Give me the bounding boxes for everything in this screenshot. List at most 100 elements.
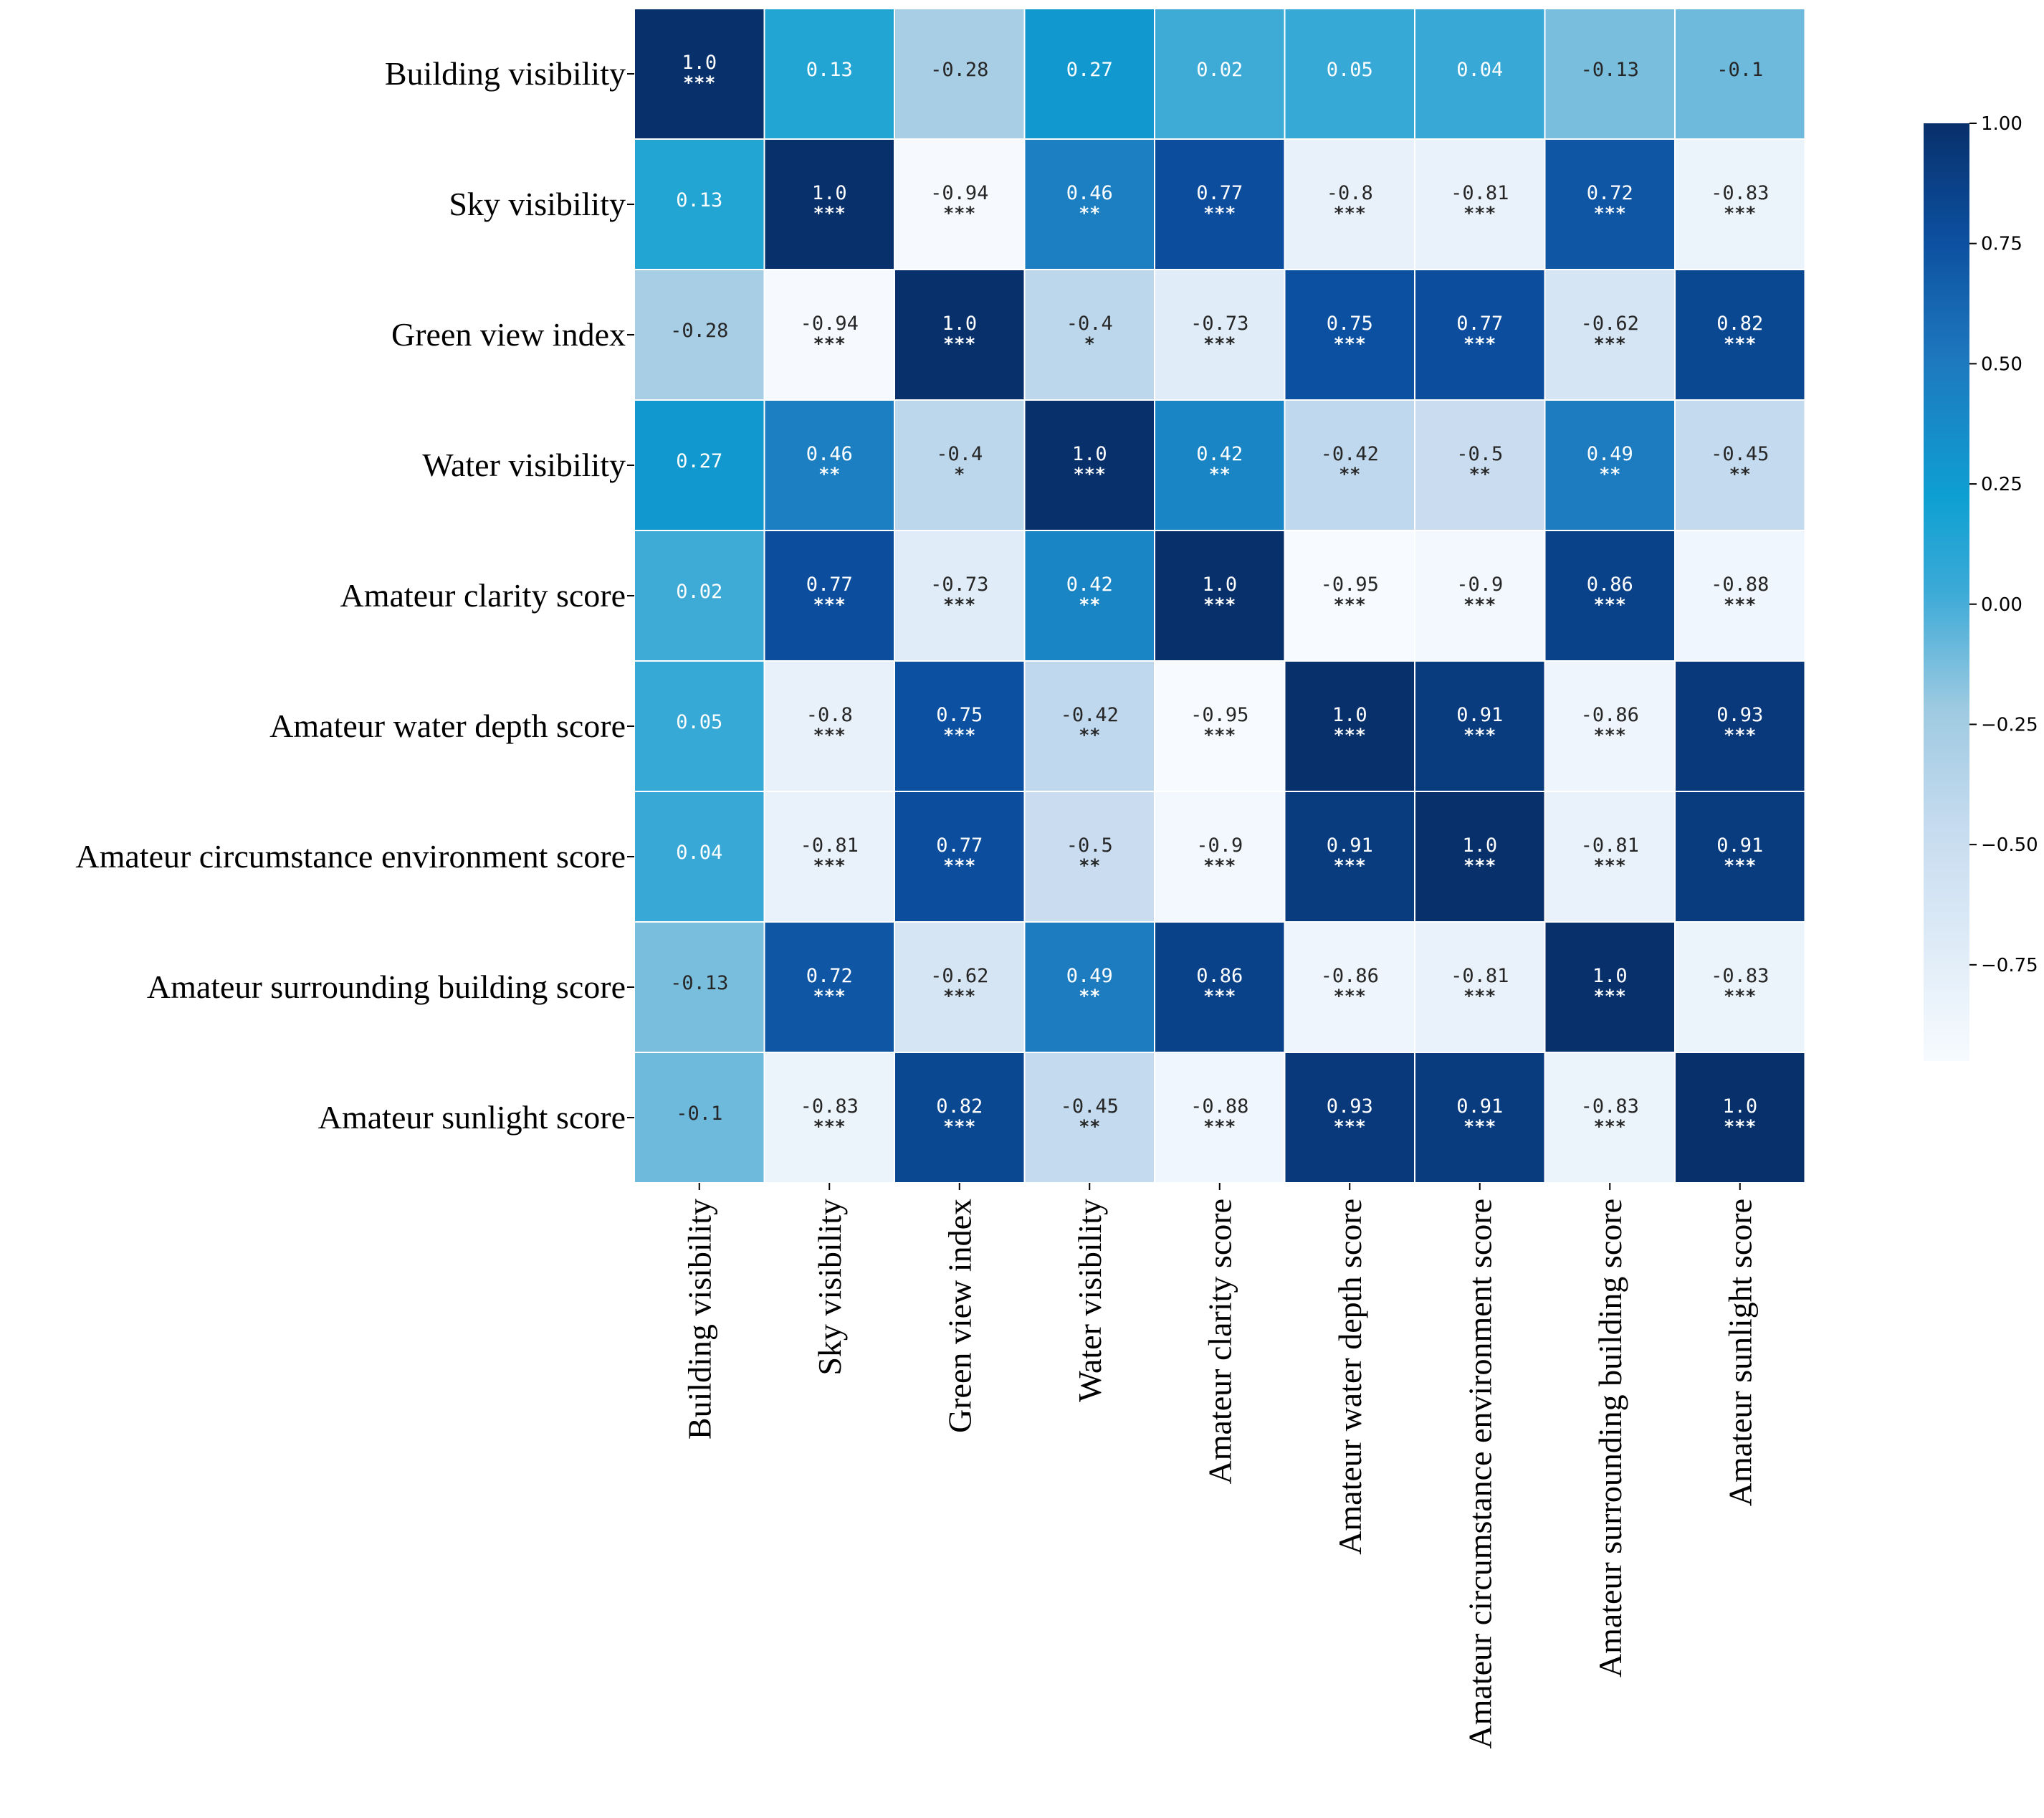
- cell-significance-stars: ***: [1463, 855, 1496, 876]
- cell-value-label: -0.83: [1711, 182, 1769, 204]
- column-label: Amateur sunlight score: [1721, 1199, 1758, 1506]
- cell-value-label: 0.91: [1327, 834, 1373, 857]
- heatmap-cell-rect: [1284, 1052, 1415, 1184]
- heatmap-cell: -0.88***: [1674, 530, 1806, 662]
- cell-significance-stars: ***: [1724, 333, 1756, 354]
- heatmap-cell: -0.45**: [1674, 399, 1806, 531]
- cell-value-label: 0.05: [1327, 59, 1373, 81]
- heatmap-cell: 1.0***: [1414, 791, 1546, 923]
- heatmap-cell-rect: [1154, 1052, 1286, 1184]
- heatmap-cell-rect: [1414, 1052, 1546, 1184]
- heatmap-cell: 1.0***: [763, 138, 895, 270]
- cell-significance-stars: ***: [943, 594, 975, 615]
- heatmap-cell-rect: [1674, 138, 1806, 270]
- column-label: Green view index: [941, 1199, 978, 1433]
- cell-value-label: -0.81: [1581, 834, 1639, 857]
- cell-significance-stars: ***: [1334, 855, 1366, 876]
- cell-value-label: 0.72: [806, 965, 853, 987]
- cell-value-label: -0.88: [1711, 574, 1769, 596]
- cell-value-label: 0.02: [676, 581, 722, 603]
- heatmap-cell-rect: [634, 660, 765, 792]
- cell-significance-stars: ***: [1463, 333, 1496, 354]
- cell-value-label: 0.49: [1066, 965, 1113, 987]
- cell-value-label: 0.42: [1066, 574, 1113, 596]
- heatmap-cell: 0.77***: [763, 530, 895, 662]
- heatmap-cell-rect: [763, 1052, 895, 1184]
- cell-significance-stars: ***: [1074, 464, 1106, 485]
- heatmap-cell-rect: [1154, 8, 1286, 140]
- cell-value-label: 0.13: [806, 59, 853, 81]
- heatmap-cell-rect: [634, 530, 765, 662]
- cell-value-label: 0.05: [676, 711, 722, 733]
- heatmap-cell: 0.27: [1023, 8, 1155, 140]
- heatmap-cell: 0.86***: [1544, 530, 1676, 662]
- cell-value-label: -0.81: [1451, 182, 1509, 204]
- heatmap-cell-rect: [1154, 269, 1286, 401]
- heatmap-cell: -0.5**: [1023, 791, 1155, 923]
- cell-value-label: -0.94: [930, 182, 988, 204]
- cell-value-label: -0.95: [1321, 574, 1379, 596]
- cell-value-label: -0.62: [930, 965, 988, 987]
- cell-value-label: 0.82: [1716, 313, 1763, 335]
- heatmap-cell-rect: [894, 791, 1026, 923]
- heatmap-cell: 0.49**: [1544, 399, 1676, 531]
- cell-significance-stars: *: [954, 464, 965, 485]
- cell-significance-stars: ***: [813, 1116, 846, 1137]
- cell-value-label: 1.0: [1722, 1095, 1757, 1118]
- heatmap-cell-rect: [894, 138, 1026, 270]
- cell-significance-stars: ***: [1463, 594, 1496, 615]
- cell-value-label: -0.88: [1190, 1095, 1248, 1118]
- cell-value-label: 1.0: [1462, 834, 1497, 857]
- heatmap-cell: 1.0***: [1023, 399, 1155, 531]
- cell-value-label: -0.8: [1327, 182, 1373, 204]
- heatmap-cell-rect: [1154, 138, 1286, 270]
- heatmap-cell: -0.94***: [763, 269, 895, 401]
- cell-value-label: 0.46: [1066, 182, 1113, 204]
- heatmap-cell-rect: [763, 399, 895, 531]
- cell-significance-stars: **: [1599, 464, 1620, 485]
- cell-value-label: 0.86: [1587, 574, 1633, 596]
- colorbar: 1.00 0.75 0.50 0.25 0.00 −0.25 −0.50 −0.75: [1924, 113, 2038, 1061]
- row-label: Amateur water depth score: [269, 708, 626, 744]
- heatmap-cell: -0.73***: [894, 530, 1026, 662]
- cell-value-label: -0.81: [801, 834, 859, 857]
- heatmap-cell-rect: [894, 921, 1026, 1053]
- cell-value-label: 1.0: [1592, 965, 1628, 987]
- heatmap-cell-rect: [634, 8, 765, 140]
- cell-value-label: 1.0: [1332, 704, 1367, 726]
- heatmap-cell-rect: [634, 269, 765, 401]
- heatmap-cell-rect: [1284, 8, 1415, 140]
- heatmap-cell: 0.91***: [1414, 660, 1546, 792]
- column-label: Building visibility: [681, 1199, 717, 1439]
- cell-value-label: 0.75: [1327, 313, 1373, 335]
- column-label: Amateur circumstance environment score: [1461, 1199, 1498, 1749]
- heatmap-cell: 0.82***: [894, 1052, 1026, 1184]
- heatmap-cell-rect: [1674, 660, 1806, 792]
- heatmap-cell-rect: [894, 660, 1026, 792]
- heatmap-grid: 1.0***0.13 -0.28 0.27 0.02 0.05 0.04 -0.13 -0.1…: [634, 8, 1806, 1184]
- colorbar-tick-label: 0.25: [1981, 474, 2022, 495]
- cell-significance-stars: ***: [683, 72, 715, 93]
- cell-significance-stars: ***: [1334, 725, 1366, 746]
- heatmap-cell: 0.04: [634, 791, 765, 923]
- cell-significance-stars: ***: [1203, 1116, 1236, 1137]
- colorbar-tick-label: 0.50: [1981, 353, 2022, 375]
- cell-value-label: -0.28: [670, 320, 728, 342]
- row-label: Amateur circumstance environment score: [75, 838, 626, 875]
- heatmap-cell-rect: [1284, 138, 1415, 270]
- heatmap-cell: -0.81***: [1544, 791, 1676, 923]
- colorbar-tick-label: −0.50: [1981, 834, 2038, 856]
- heatmap-cell: 0.49**: [1023, 921, 1155, 1053]
- heatmap-cell-rect: [763, 660, 895, 792]
- cell-value-label: -0.5: [1066, 834, 1113, 857]
- heatmap-cell: -0.5**: [1414, 399, 1546, 531]
- heatmap-cell-rect: [1674, 1052, 1806, 1184]
- heatmap-cell-rect: [634, 399, 765, 531]
- cell-value-label: -0.83: [1581, 1095, 1639, 1118]
- heatmap-cell: -0.83***: [1674, 138, 1806, 270]
- heatmap-cell: -0.4*: [1023, 269, 1155, 401]
- heatmap-cell: -0.95***: [1284, 530, 1415, 662]
- cell-value-label: -0.86: [1321, 965, 1379, 987]
- heatmap-cell: 0.42**: [1154, 399, 1286, 531]
- heatmap-cell-rect: [1154, 921, 1286, 1053]
